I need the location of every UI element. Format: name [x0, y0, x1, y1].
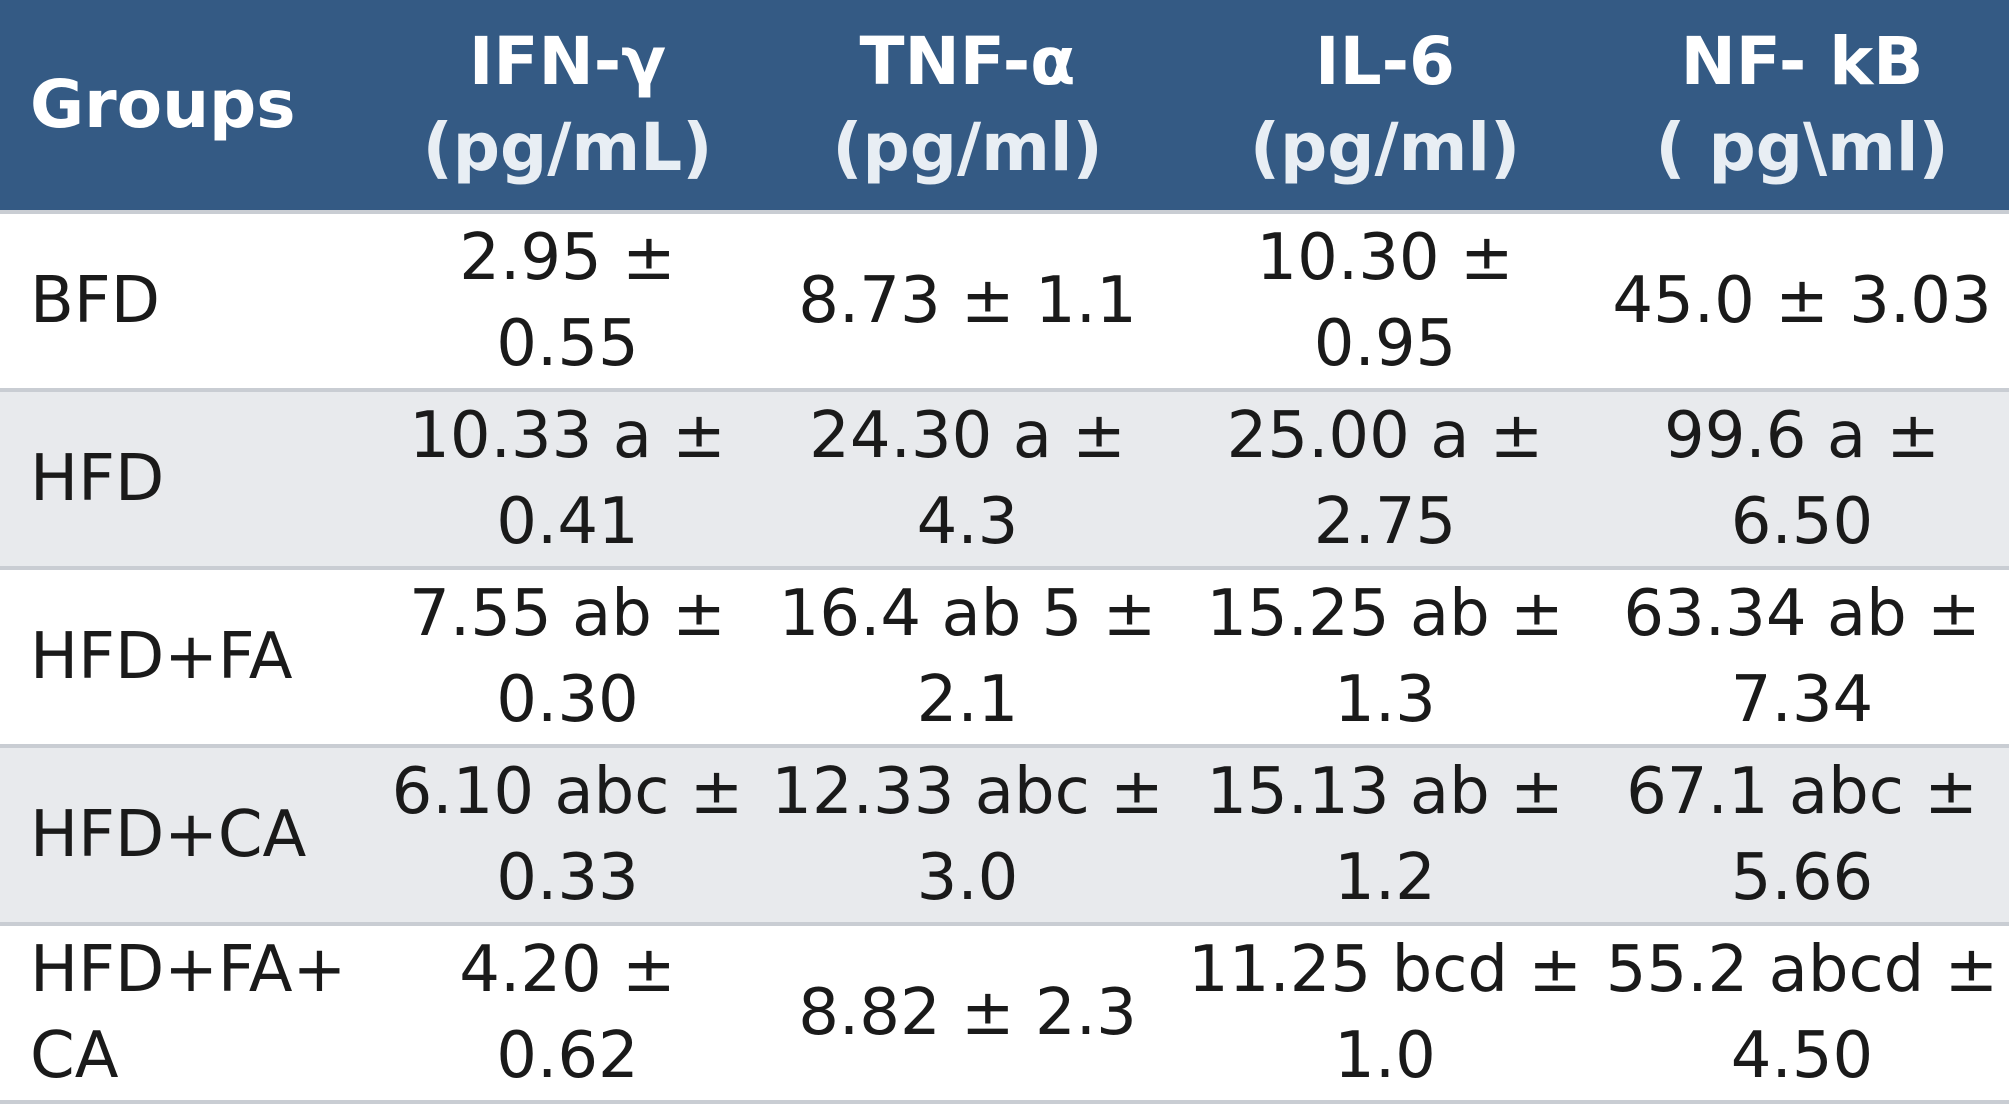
tnf-alpha-cell: 8.82 ± 2.3	[760, 922, 1175, 1104]
ifn-gamma-cell: 7.55 ab ± 0.30	[375, 566, 760, 746]
header-nf-kb: NF- kB ( pg\ml)	[1595, 0, 2009, 212]
table-row: HFD+FA+ CA 4.20 ± 0.62 8.82 ± 2.3 11.25 …	[0, 922, 2009, 1104]
tnf-alpha-cell: 24.30 a ± 4.3	[760, 388, 1175, 568]
header-ifn-gamma-label: IFN-γ	[468, 23, 667, 100]
header-nf-kb-unit: ( pg\ml)	[1655, 109, 1949, 186]
tnf-alpha-cell: 12.33 abc ± 3.0	[760, 744, 1175, 924]
header-il-6-unit: (pg/ml)	[1249, 109, 1521, 186]
group-cell: HFD	[0, 388, 375, 568]
table-row: BFD 2.95 ± 0.55 8.73 ± 1.1 10.30 ± 0.95 …	[0, 210, 2009, 390]
group-cell: HFD+CA	[0, 744, 375, 924]
il-6-cell: 10.30 ± 0.95	[1175, 210, 1595, 390]
group-cell: HFD+FA+ CA	[0, 922, 375, 1104]
table-body: BFD 2.95 ± 0.55 8.73 ± 1.1 10.30 ± 0.95 …	[0, 210, 2009, 1104]
il-6-cell: 15.25 ab ± 1.3	[1175, 566, 1595, 746]
header-ifn-gamma-unit: (pg/mL)	[422, 109, 713, 186]
il-6-cell: 15.13 ab ± 1.2	[1175, 744, 1595, 924]
il-6-cell: 25.00 a ± 2.75	[1175, 388, 1595, 568]
ifn-gamma-cell: 10.33 a ± 0.41	[375, 388, 760, 568]
header-il-6-label: IL-6	[1315, 23, 1455, 100]
header-tnf-alpha: TNF-α (pg/ml)	[760, 0, 1175, 212]
ifn-gamma-cell: 6.10 abc ± 0.33	[375, 744, 760, 924]
il-6-cell: 11.25 bcd ± 1.0	[1175, 922, 1595, 1104]
group-cell: HFD+FA	[0, 566, 375, 746]
ifn-gamma-cell: 2.95 ± 0.55	[375, 210, 760, 390]
nf-kb-cell: 45.0 ± 3.03	[1595, 210, 2009, 390]
header-row: Groups IFN-γ (pg/mL) TNF-α (pg/ml) IL-6 …	[0, 0, 2009, 212]
nf-kb-cell: 63.34 ab ± 7.34	[1595, 566, 2009, 746]
header-tnf-alpha-unit: (pg/ml)	[832, 109, 1103, 186]
table-row: HFD+FA 7.55 ab ± 0.30 16.4 ab 5 ± 2.1 15…	[0, 566, 2009, 746]
header-groups-label: Groups	[30, 66, 296, 143]
table-row: HFD+CA 6.10 abc ± 0.33 12.33 abc ± 3.0 1…	[0, 744, 2009, 924]
table-row: HFD 10.33 a ± 0.41 24.30 a ± 4.3 25.00 a…	[0, 388, 2009, 568]
table-header: Groups IFN-γ (pg/mL) TNF-α (pg/ml) IL-6 …	[0, 0, 2009, 212]
ifn-gamma-cell: 4.20 ± 0.62	[375, 922, 760, 1104]
header-nf-kb-label: NF- kB	[1680, 23, 1924, 100]
nf-kb-cell: 67.1 abc ± 5.66	[1595, 744, 2009, 924]
header-il-6: IL-6 (pg/ml)	[1175, 0, 1595, 212]
tnf-alpha-cell: 8.73 ± 1.1	[760, 210, 1175, 390]
header-tnf-alpha-label: TNF-α	[859, 23, 1076, 100]
nf-kb-cell: 99.6 a ± 6.50	[1595, 388, 2009, 568]
header-groups: Groups	[0, 0, 375, 212]
tnf-alpha-cell: 16.4 ab 5 ± 2.1	[760, 566, 1175, 746]
nf-kb-cell: 55.2 abcd ± 4.50	[1595, 922, 2009, 1104]
group-cell: BFD	[0, 210, 375, 390]
header-ifn-gamma: IFN-γ (pg/mL)	[375, 0, 760, 212]
